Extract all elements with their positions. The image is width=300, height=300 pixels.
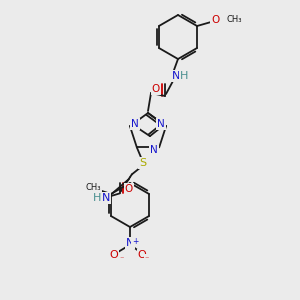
Text: CH₃: CH₃ — [226, 16, 242, 25]
Text: O: O — [125, 184, 133, 194]
Text: O: O — [110, 250, 118, 260]
Text: O: O — [138, 250, 146, 260]
Text: N: N — [150, 146, 158, 155]
Text: CH₃: CH₃ — [85, 182, 101, 191]
Text: ⁻: ⁻ — [145, 254, 149, 263]
Text: N: N — [157, 119, 165, 129]
Text: ⁻: ⁻ — [120, 254, 124, 263]
Text: O: O — [152, 84, 160, 94]
Text: +: + — [132, 238, 138, 247]
Text: N: N — [172, 71, 180, 81]
Text: N: N — [126, 238, 134, 248]
Text: H: H — [93, 194, 101, 203]
Text: N: N — [131, 119, 139, 129]
Text: H: H — [180, 71, 188, 81]
Text: O: O — [211, 15, 219, 25]
Text: S: S — [139, 158, 146, 168]
Text: N: N — [102, 194, 110, 203]
